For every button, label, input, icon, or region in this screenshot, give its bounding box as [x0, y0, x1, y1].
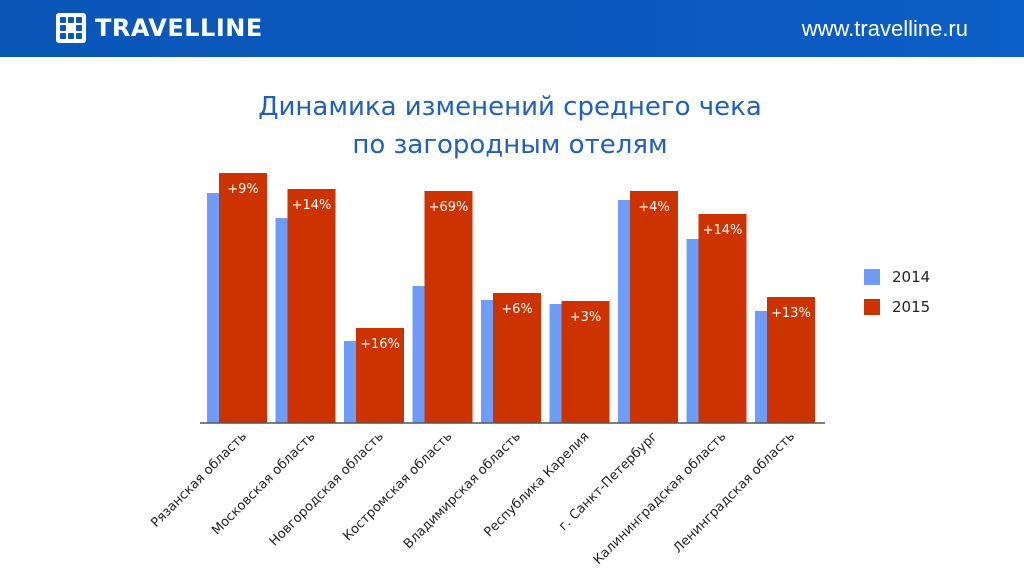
website-link[interactable]: www.travelline.ru: [801, 16, 968, 41]
bar-2015-8: [698, 214, 747, 423]
legend-swatch-2014: [864, 269, 880, 285]
bar-2015-7: [630, 191, 678, 423]
bar-2015-2: [287, 189, 336, 423]
data-label-3: +16%: [360, 337, 400, 352]
bar-2015-5: [493, 293, 541, 423]
data-label-8: +14%: [703, 223, 743, 238]
chart-title-line-2: по загородным отелям: [352, 130, 668, 160]
data-label-6: +3%: [570, 310, 602, 325]
legend-item-2014: 2014: [864, 266, 930, 288]
bar-2015-6: [561, 301, 610, 423]
x-tick-label-8: Калининградская область: [591, 429, 730, 568]
legend-item-2015: 2015: [864, 296, 930, 318]
chart-title-line-1: Динамика изменений среднего чека: [258, 92, 762, 122]
travelline-logo[interactable]: TRAVELLINE: [56, 12, 263, 44]
data-label-5: +6%: [501, 302, 533, 317]
brand-name: TRAVELLINE: [95, 14, 263, 42]
bar-2015-9: [767, 297, 815, 423]
chart-legend: 2014 2015: [864, 266, 930, 326]
x-tick-label-9: Ленинградская область: [671, 429, 798, 556]
chart-title: Динамика изменений среднего чека по заго…: [0, 88, 1020, 164]
x-tick-label-5: Владимирская область: [401, 429, 524, 552]
data-label-9: +13%: [771, 306, 811, 321]
legend-label-2015: 2015: [892, 298, 931, 316]
dot-grid-logo-icon: [56, 13, 86, 43]
bar-2015-1: [219, 173, 267, 423]
legend-label-2014: 2014: [892, 268, 931, 286]
data-label-1: +9%: [227, 182, 259, 197]
bar-2015-4: [424, 191, 473, 423]
data-label-2: +14%: [292, 198, 332, 213]
data-label-4: +69%: [429, 200, 469, 215]
legend-swatch-2015: [864, 299, 880, 315]
bar-2015-3: [356, 328, 404, 423]
data-label-7: +4%: [638, 200, 670, 215]
header-bar: TRAVELLINE www.travelline.ru: [0, 0, 1024, 57]
x-tick-label-3: Новгородская область: [267, 429, 387, 549]
